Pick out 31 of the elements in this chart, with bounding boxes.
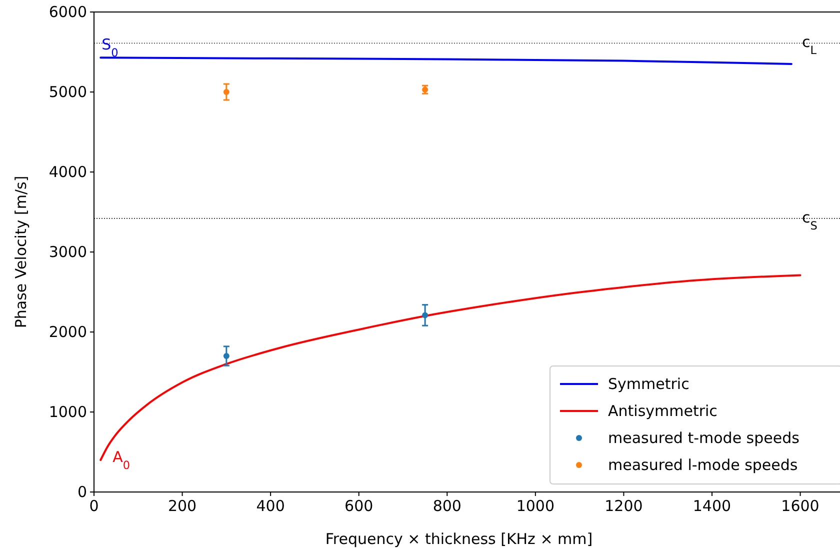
y-tick-label: 5000	[48, 83, 87, 101]
y-tick-label: 4000	[48, 163, 87, 181]
legend-label: measured t-mode speeds	[608, 429, 800, 447]
x-tick-label: 400	[256, 497, 285, 515]
y-tick-label: 6000	[48, 3, 87, 21]
ref-line-label: c$_{S}$	[802, 208, 818, 232]
x-tick-label: 1200	[604, 497, 643, 515]
x-tick-label: 800	[432, 497, 462, 515]
x-tick-label: 600	[344, 497, 374, 515]
x-tick-label: 0	[89, 497, 99, 515]
legend-label: Antisymmetric	[608, 402, 718, 420]
ref-line-label: c$_{L}$	[802, 33, 818, 57]
x-tick-label: 200	[168, 497, 197, 515]
x-tick-label: 1000	[516, 497, 555, 515]
point	[422, 312, 428, 318]
annotation: A$_{0}$	[112, 448, 130, 472]
y-tick-label: 0	[77, 483, 87, 501]
y-tick-label: 1000	[48, 403, 87, 421]
legend-label: Symmetric	[608, 375, 690, 393]
y-tick-label: 2000	[48, 323, 87, 341]
line-series	[100, 56, 792, 65]
point	[223, 89, 230, 95]
y-axis-title: Phase Velocity [m/s]	[12, 176, 30, 328]
point	[422, 86, 428, 93]
legend-label: measured l-mode speeds	[608, 456, 798, 474]
x-axis-title: Frequency × thickness [KHz × mm]	[325, 530, 593, 548]
x-tick-label: 1400	[692, 497, 732, 515]
y-tick-label: 3000	[48, 243, 87, 261]
annotation: S$_{0}$	[102, 36, 118, 60]
point	[223, 353, 230, 359]
x-tick-label: 1600	[781, 497, 820, 515]
